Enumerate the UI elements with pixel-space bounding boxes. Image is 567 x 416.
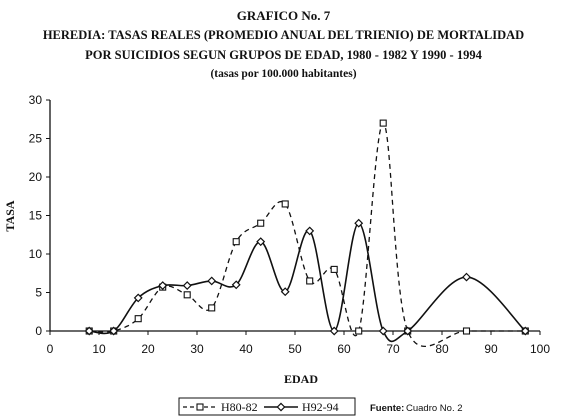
data-point-h92-94 <box>109 326 119 336</box>
legend-marker-h92-94 <box>276 402 286 412</box>
x-tick-label: 50 <box>288 342 302 356</box>
data-point-h92-94 <box>231 280 241 290</box>
chart-title: GRAFICO No. 7 <box>236 8 331 23</box>
series-line-h80-82 <box>89 122 526 347</box>
x-tick-label: 40 <box>239 342 253 356</box>
data-point-h80-82 <box>306 277 314 285</box>
data-point-h92-94 <box>520 326 530 336</box>
x-tick-label: 100 <box>530 342 550 356</box>
data-point-h92-94 <box>305 226 315 236</box>
data-point-h80-82 <box>462 327 471 335</box>
y-tick-label: 0 <box>35 324 42 338</box>
data-point-h80-82 <box>183 291 191 299</box>
data-point-h80-82 <box>232 238 240 246</box>
data-point-h92-94 <box>329 326 339 336</box>
data-point-h92-94 <box>133 293 143 303</box>
chart-title-block: GRAFICO No. 7 HEREDIA: TASAS REALES (PRO… <box>0 6 567 84</box>
source-label: Fuente: <box>370 403 404 414</box>
y-tick-label: 15 <box>29 209 43 223</box>
axes <box>46 99 541 335</box>
y-tick-label: 25 <box>29 132 43 146</box>
series-group <box>84 119 530 347</box>
x-tick-label: 10 <box>92 342 106 356</box>
x-tick-label: 0 <box>47 342 54 356</box>
data-point-h80-82 <box>379 119 387 127</box>
data-point-h92-94 <box>256 237 266 247</box>
legend-label-h92-94: H92-94 <box>302 400 339 414</box>
data-point-h92-94 <box>462 272 471 282</box>
data-point-h92-94 <box>403 326 413 336</box>
data-point-h92-94 <box>280 287 290 297</box>
y-tick-label: 30 <box>29 93 43 107</box>
data-point-h80-82 <box>134 315 142 323</box>
x-tick-label: 60 <box>337 342 351 356</box>
data-point-h92-94 <box>182 281 192 291</box>
y-tick-label: 5 <box>35 286 42 300</box>
x-axis-label: EDAD <box>284 372 318 386</box>
data-point-h80-82 <box>208 304 216 312</box>
chart-subtitle-1: HEREDIA: TASAS REALES (PROMEDIO ANUAL DE… <box>42 28 525 42</box>
data-point-h80-82 <box>281 200 289 208</box>
x-tick-label: 90 <box>484 342 498 356</box>
source-note: Fuente: Cuadro No. 2 <box>370 403 463 414</box>
legend: H80-82 H92-94 <box>178 397 356 416</box>
data-point-h92-94 <box>84 326 94 336</box>
x-tick-label: 20 <box>141 342 155 356</box>
legend-label-h80-82: H80-82 <box>221 400 258 414</box>
y-tick-label: 20 <box>29 170 43 184</box>
legend-marker-h80-82 <box>196 403 204 411</box>
series-line-h92-94 <box>89 222 526 343</box>
x-tick-label: 70 <box>386 342 400 356</box>
data-point-h92-94 <box>207 276 217 286</box>
data-point-h80-82 <box>355 327 363 335</box>
data-point-h92-94 <box>354 218 364 228</box>
data-point-h92-94 <box>378 326 388 336</box>
tick-labels: 0 5 10 15 20 25 30 0 10 20 30 40 50 60 70 80 90 100 <box>29 93 551 356</box>
y-axis-label: TASA <box>3 200 17 231</box>
x-tick-label: 30 <box>190 342 204 356</box>
chart-subtitle-2: POR SUICIDIOS SEGUN GRUPOS DE EDAD, 1980… <box>85 48 482 62</box>
x-tick-label: 80 <box>435 342 449 356</box>
y-tick-label: 10 <box>29 247 43 261</box>
data-point-h92-94 <box>158 281 168 291</box>
data-point-h80-82 <box>257 219 265 227</box>
data-point-h80-82 <box>330 265 338 273</box>
chart-units-note: (tasas por 100.000 habitantes) <box>210 68 357 80</box>
source-text: Cuadro No. 2 <box>406 403 463 414</box>
